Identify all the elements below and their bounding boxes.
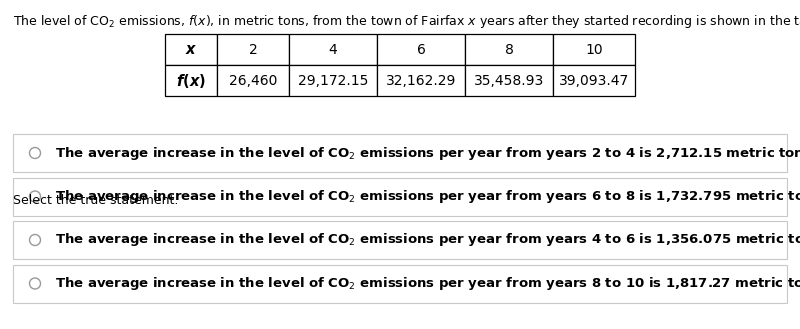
Text: 2: 2 — [249, 42, 258, 57]
Bar — [289, 34, 377, 65]
Text: 8: 8 — [505, 42, 514, 57]
Text: 29,172.15: 29,172.15 — [298, 73, 368, 88]
Bar — [377, 34, 465, 65]
Text: The average increase in the level of CO$_2$ emissions per year from years 8 to 1: The average increase in the level of CO$… — [55, 275, 800, 292]
Text: The level of CO$_2$ emissions, $f(x)$, in metric tons, from the town of Fairfax : The level of CO$_2$ emissions, $f(x)$, i… — [13, 13, 800, 30]
Bar — [465, 34, 553, 65]
Text: 26,460: 26,460 — [229, 73, 277, 88]
Bar — [217, 65, 289, 96]
Bar — [13, 134, 787, 172]
Bar — [165, 65, 217, 96]
Bar — [217, 34, 289, 65]
Bar — [13, 265, 787, 302]
Bar — [553, 65, 635, 96]
Bar — [13, 221, 787, 259]
Text: $\bfit{f}$($\bfit{x}$): $\bfit{f}$($\bfit{x}$) — [176, 71, 206, 89]
Bar — [289, 65, 377, 96]
Text: The average increase in the level of CO$_2$ emissions per year from years 4 to 6: The average increase in the level of CO$… — [55, 232, 800, 248]
Text: Select the true statement.: Select the true statement. — [13, 194, 178, 207]
Bar — [13, 178, 787, 215]
Text: 6: 6 — [417, 42, 426, 57]
Text: 10: 10 — [585, 42, 603, 57]
Text: 4: 4 — [329, 42, 338, 57]
Bar — [465, 65, 553, 96]
Bar — [553, 34, 635, 65]
Text: The average increase in the level of CO$_2$ emissions per year from years 2 to 4: The average increase in the level of CO$… — [55, 144, 800, 162]
Text: 39,093.47: 39,093.47 — [559, 73, 629, 88]
Text: 32,162.29: 32,162.29 — [386, 73, 456, 88]
Text: 35,458.93: 35,458.93 — [474, 73, 544, 88]
Bar — [377, 65, 465, 96]
Bar — [165, 34, 217, 65]
Text: The average increase in the level of CO$_2$ emissions per year from years 6 to 8: The average increase in the level of CO$… — [55, 188, 800, 205]
Text: $\bfit{x}$: $\bfit{x}$ — [185, 42, 198, 57]
